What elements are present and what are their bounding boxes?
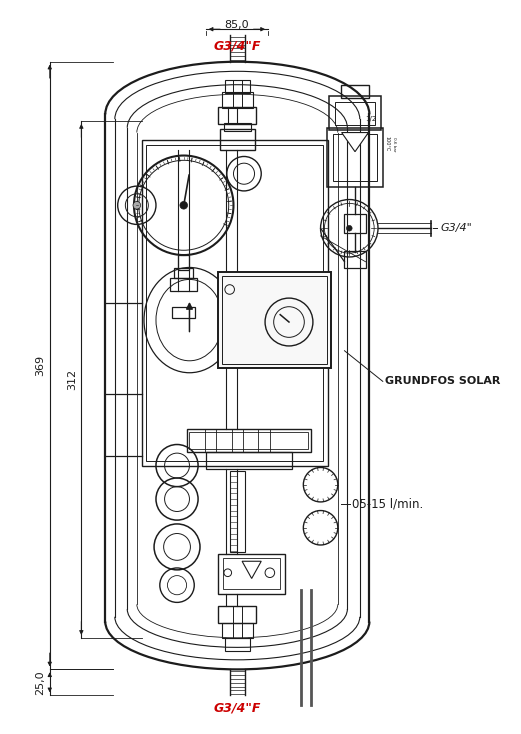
Bar <box>333 134 377 181</box>
Text: G3/4"F: G3/4"F <box>214 701 261 714</box>
Bar <box>218 606 256 623</box>
Bar <box>190 432 308 449</box>
Circle shape <box>133 201 141 209</box>
Bar <box>187 429 311 452</box>
Bar <box>146 145 324 461</box>
Text: 369: 369 <box>35 355 45 376</box>
Text: 85,0: 85,0 <box>224 21 249 30</box>
Text: 05-15 l/min.: 05-15 l/min. <box>352 498 424 510</box>
Bar <box>225 638 250 651</box>
Polygon shape <box>342 133 368 152</box>
Bar <box>205 429 216 452</box>
Bar <box>225 80 250 93</box>
Bar <box>222 92 253 108</box>
Bar <box>329 96 381 130</box>
Bar <box>222 276 327 364</box>
Circle shape <box>346 225 352 231</box>
Bar <box>344 251 366 269</box>
Bar <box>335 102 375 125</box>
Bar <box>218 553 285 594</box>
Bar <box>206 452 292 469</box>
Text: G3/4"F: G3/4"F <box>214 40 261 53</box>
Bar <box>222 623 253 638</box>
Text: 1/2: 1/2 <box>366 116 377 122</box>
Polygon shape <box>242 562 261 578</box>
Text: G3/4": G3/4" <box>440 223 472 233</box>
Bar <box>231 429 243 452</box>
Text: GRUNDFOS SOLAR: GRUNDFOS SOLAR <box>384 377 500 386</box>
Bar <box>344 214 366 233</box>
Bar <box>258 429 270 452</box>
Text: 100°C: 100°C <box>384 137 389 152</box>
Bar <box>224 123 251 131</box>
Bar <box>327 128 383 187</box>
Bar <box>174 269 193 278</box>
Text: 0,6 bar: 0,6 bar <box>392 137 396 151</box>
Bar <box>218 272 331 368</box>
Bar <box>172 307 195 319</box>
Bar <box>218 106 256 124</box>
Circle shape <box>180 201 188 209</box>
Bar <box>341 84 369 98</box>
Text: 25,0: 25,0 <box>35 670 45 695</box>
Bar <box>178 255 190 270</box>
Bar <box>170 278 197 291</box>
Text: 312: 312 <box>67 369 77 390</box>
Bar <box>142 140 328 465</box>
Bar <box>223 559 280 589</box>
Bar <box>220 128 255 150</box>
Bar <box>230 471 245 552</box>
